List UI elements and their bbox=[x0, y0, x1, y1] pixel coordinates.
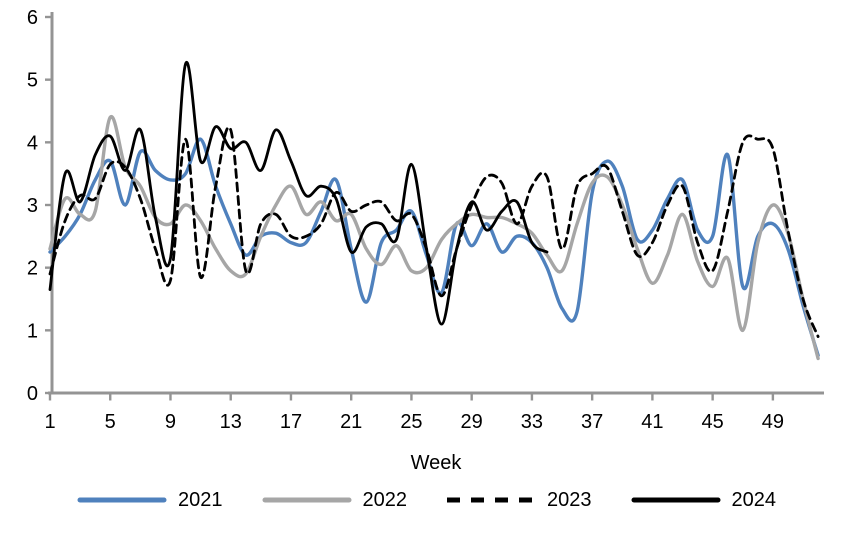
x-tick-label: 13 bbox=[220, 411, 242, 433]
legend-item-2024: 2024 bbox=[630, 489, 777, 511]
y-tick-label: 1 bbox=[27, 320, 38, 342]
legend-item-2022: 2022 bbox=[261, 489, 408, 511]
x-tick-label: 29 bbox=[461, 411, 483, 433]
series-line-2024 bbox=[48, 60, 549, 326]
legend-label-2023: 2023 bbox=[547, 489, 592, 511]
y-tick-label: 5 bbox=[27, 70, 38, 92]
legend-item-2021: 2021 bbox=[76, 490, 223, 510]
y-tick-label: 6 bbox=[27, 7, 38, 29]
legend-swatch-2022 bbox=[262, 497, 351, 503]
y-tick-label: 3 bbox=[27, 195, 38, 217]
x-axis-title: Week bbox=[410, 452, 462, 474]
x-tick-label: 25 bbox=[400, 411, 422, 433]
legend-item-2023: 2023 bbox=[445, 490, 592, 510]
x-tick-label: 9 bbox=[165, 411, 176, 433]
x-tick-label: 1 bbox=[44, 411, 55, 433]
legend-label-2022: 2022 bbox=[362, 489, 408, 511]
legend: 2021 2022 2023 2024 bbox=[0, 490, 852, 510]
y-tick-label: 2 bbox=[27, 258, 38, 280]
legend-swatch-2021 bbox=[77, 497, 167, 503]
x-tick-label: 33 bbox=[521, 411, 543, 433]
legend-swatch-2023 bbox=[447, 497, 535, 503]
x-tick-label: 45 bbox=[702, 411, 724, 433]
legend-label-2024: 2024 bbox=[731, 489, 777, 511]
y-tick-label: 4 bbox=[27, 132, 38, 154]
legend-label-2021: 2021 bbox=[178, 489, 223, 511]
x-tick-label: 17 bbox=[280, 411, 302, 433]
x-tick-label: 41 bbox=[641, 411, 663, 433]
x-tick-label: 5 bbox=[105, 411, 116, 433]
y-tick-label: 0 bbox=[27, 383, 38, 405]
series-line-2023 bbox=[48, 125, 820, 338]
x-tick-label: 49 bbox=[762, 411, 784, 433]
x-tick-label: 21 bbox=[340, 411, 362, 433]
legend-swatch-2024 bbox=[631, 497, 720, 503]
x-tick-label: 37 bbox=[581, 411, 603, 433]
series-line-2021 bbox=[48, 137, 820, 358]
